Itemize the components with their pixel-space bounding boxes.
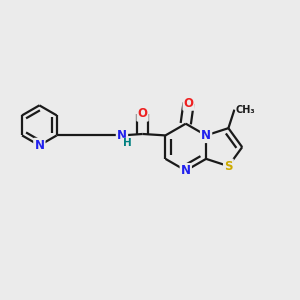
Text: N: N bbox=[117, 129, 127, 142]
Text: H: H bbox=[123, 138, 131, 148]
Text: N: N bbox=[201, 129, 211, 142]
Text: N: N bbox=[181, 164, 191, 177]
Text: O: O bbox=[138, 107, 148, 120]
Text: O: O bbox=[184, 97, 194, 110]
Text: N: N bbox=[34, 139, 44, 152]
Text: CH₃: CH₃ bbox=[236, 105, 256, 115]
Text: S: S bbox=[224, 160, 232, 172]
